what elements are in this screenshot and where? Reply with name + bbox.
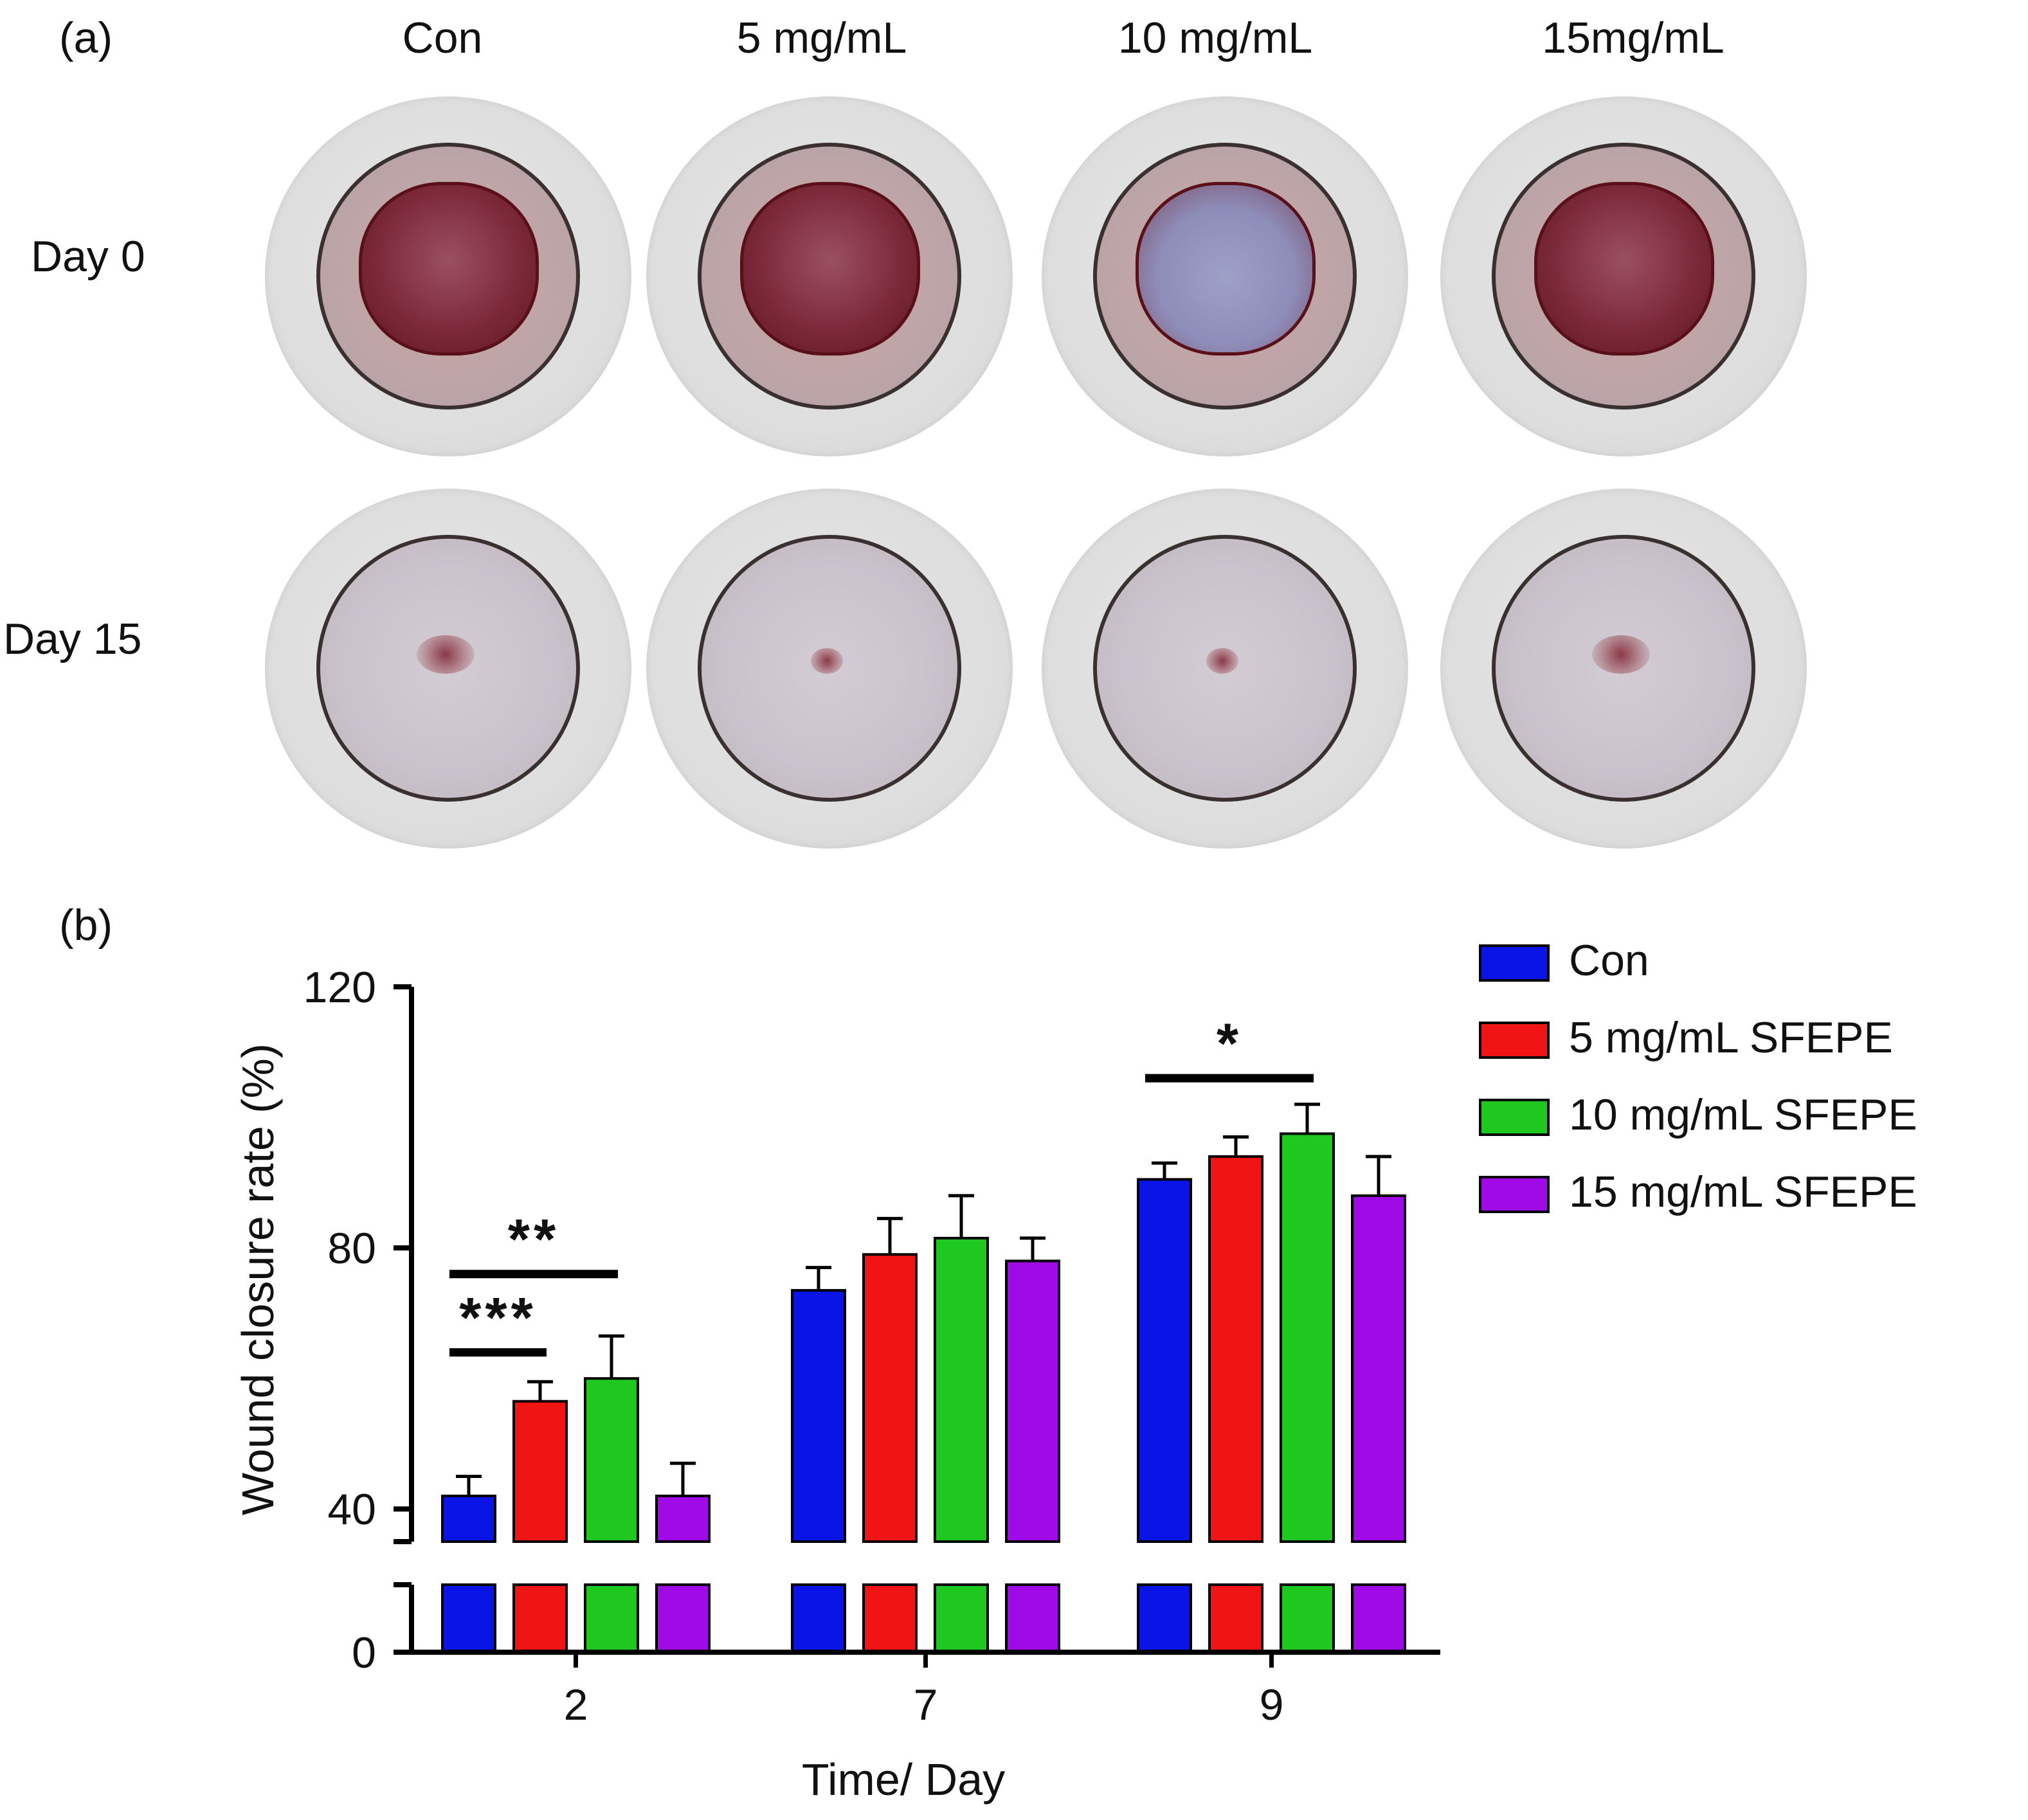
x-tick-label-2: 2 [564,1680,588,1729]
y-tick-label-40: 40 [327,1485,376,1534]
bar-base-2-2 [584,1583,639,1653]
x-axis-label: Time/ Day [802,1754,1005,1805]
bar-base-0-7 [791,1583,846,1653]
wound-photo-5mg-day0 [646,96,1013,456]
bar-1-9 [1208,1155,1263,1543]
row-label-day0: Day 0 [31,232,145,281]
legend-label-15mg: 15 mg/mL SFEPE [1569,1167,1917,1216]
significance-label-2: * [1217,1011,1242,1075]
panel-a-label: (a) [59,14,113,62]
bar-base-3-2 [655,1583,711,1653]
bar-2-2 [584,1377,639,1544]
bar-base-1-7 [862,1583,918,1653]
x-tick-label-9: 9 [1260,1680,1284,1729]
wound-photo-10mg-day0 [1042,96,1408,456]
wound-photo-con-day15 [265,489,631,849]
legend-label-10mg: 10 mg/mL SFEPE [1569,1090,1917,1139]
panel-b-label: (b) [59,901,113,950]
wound-photo-con-day0 [265,96,631,456]
wound-photo-5mg-day15 [646,489,1013,849]
bar-3-2 [655,1494,711,1544]
significance-label-1: ** [508,1207,560,1271]
bar-base-2-7 [934,1583,989,1653]
bar-base-3-9 [1351,1583,1406,1653]
y-tick-label-80: 80 [327,1224,376,1273]
bar-0-2 [441,1494,496,1544]
bar-base-2-9 [1280,1583,1335,1653]
bar-base-1-2 [512,1583,568,1653]
legend-swatch-15mg [1479,1176,1550,1213]
legend-swatch-10mg [1479,1099,1550,1136]
bar-0-7 [791,1289,846,1544]
bar-0-9 [1137,1178,1192,1543]
bar-2-9 [1280,1132,1335,1543]
column-label-con: Con [402,14,483,62]
legend-label-5mg: 5 mg/mL SFEPE [1569,1013,1893,1062]
y-tick-label-120: 120 [303,963,376,1012]
wound-photo-15mg-day15 [1440,489,1807,849]
bar-1-7 [862,1253,918,1544]
column-label-15mg: 15mg/mL [1542,14,1725,62]
wound-photo-10mg-day15 [1042,489,1408,849]
bar-base-1-9 [1208,1583,1263,1653]
column-label-10mg: 10 mg/mL [1118,14,1313,62]
row-label-day15: Day 15 [3,615,142,663]
y-axis-label: Wound closure rate (%) [233,1043,283,1515]
legend-swatch-con [1479,944,1550,982]
column-label-5mg: 5 mg/mL [736,14,907,62]
x-tick-label-7: 7 [914,1680,938,1729]
bar-base-3-7 [1005,1583,1060,1653]
wound-photo-15mg-day0 [1440,96,1807,456]
bar-1-2 [512,1400,568,1543]
bar-2-7 [934,1236,989,1543]
bar-base-0-9 [1137,1583,1192,1653]
significance-label-0: *** [459,1286,537,1349]
bar-base-0-2 [441,1583,496,1653]
legend-swatch-5mg [1479,1022,1550,1059]
y-tick-label-0: 0 [352,1628,376,1677]
bar-3-9 [1351,1194,1406,1544]
legend-label-con: Con [1569,936,1649,985]
bar-3-7 [1005,1259,1060,1544]
